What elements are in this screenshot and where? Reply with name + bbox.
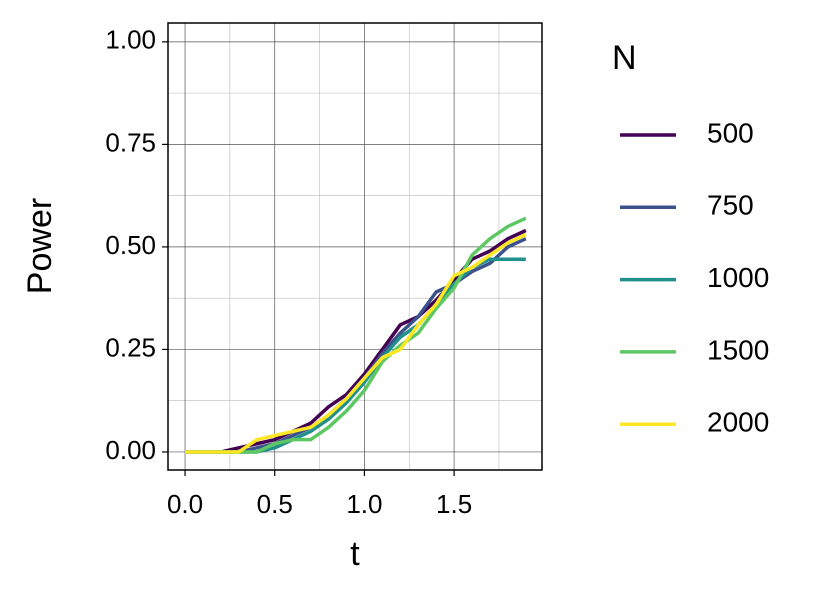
y-tick-label: 0.75 (105, 127, 156, 157)
legend-label: 500 (707, 117, 754, 148)
y-tick-label: 1.00 (105, 25, 156, 55)
legend-title: N (612, 39, 637, 77)
x-tick-label: 1.0 (346, 489, 382, 519)
series-line (185, 257, 526, 454)
series-line (185, 216, 527, 454)
x-axis-label: t (350, 535, 360, 573)
x-tick-label: 0.5 (257, 489, 293, 519)
series-line (185, 237, 527, 454)
legend-label: 750 (707, 190, 754, 221)
y-axis-label: Power (21, 198, 59, 294)
x-tick-label: 0.0 (167, 489, 203, 519)
legend-label: 1000 (707, 262, 769, 293)
legend-label: 1500 (707, 334, 769, 365)
x-tick-label: 1.5 (436, 489, 472, 519)
series-line (185, 233, 527, 454)
y-tick-label: 0.50 (105, 230, 156, 260)
y-tick-label: 0.25 (105, 332, 156, 362)
plot-frame (167, 22, 543, 471)
y-tick-label: 0.00 (105, 435, 156, 465)
legend-label: 2000 (707, 407, 769, 438)
